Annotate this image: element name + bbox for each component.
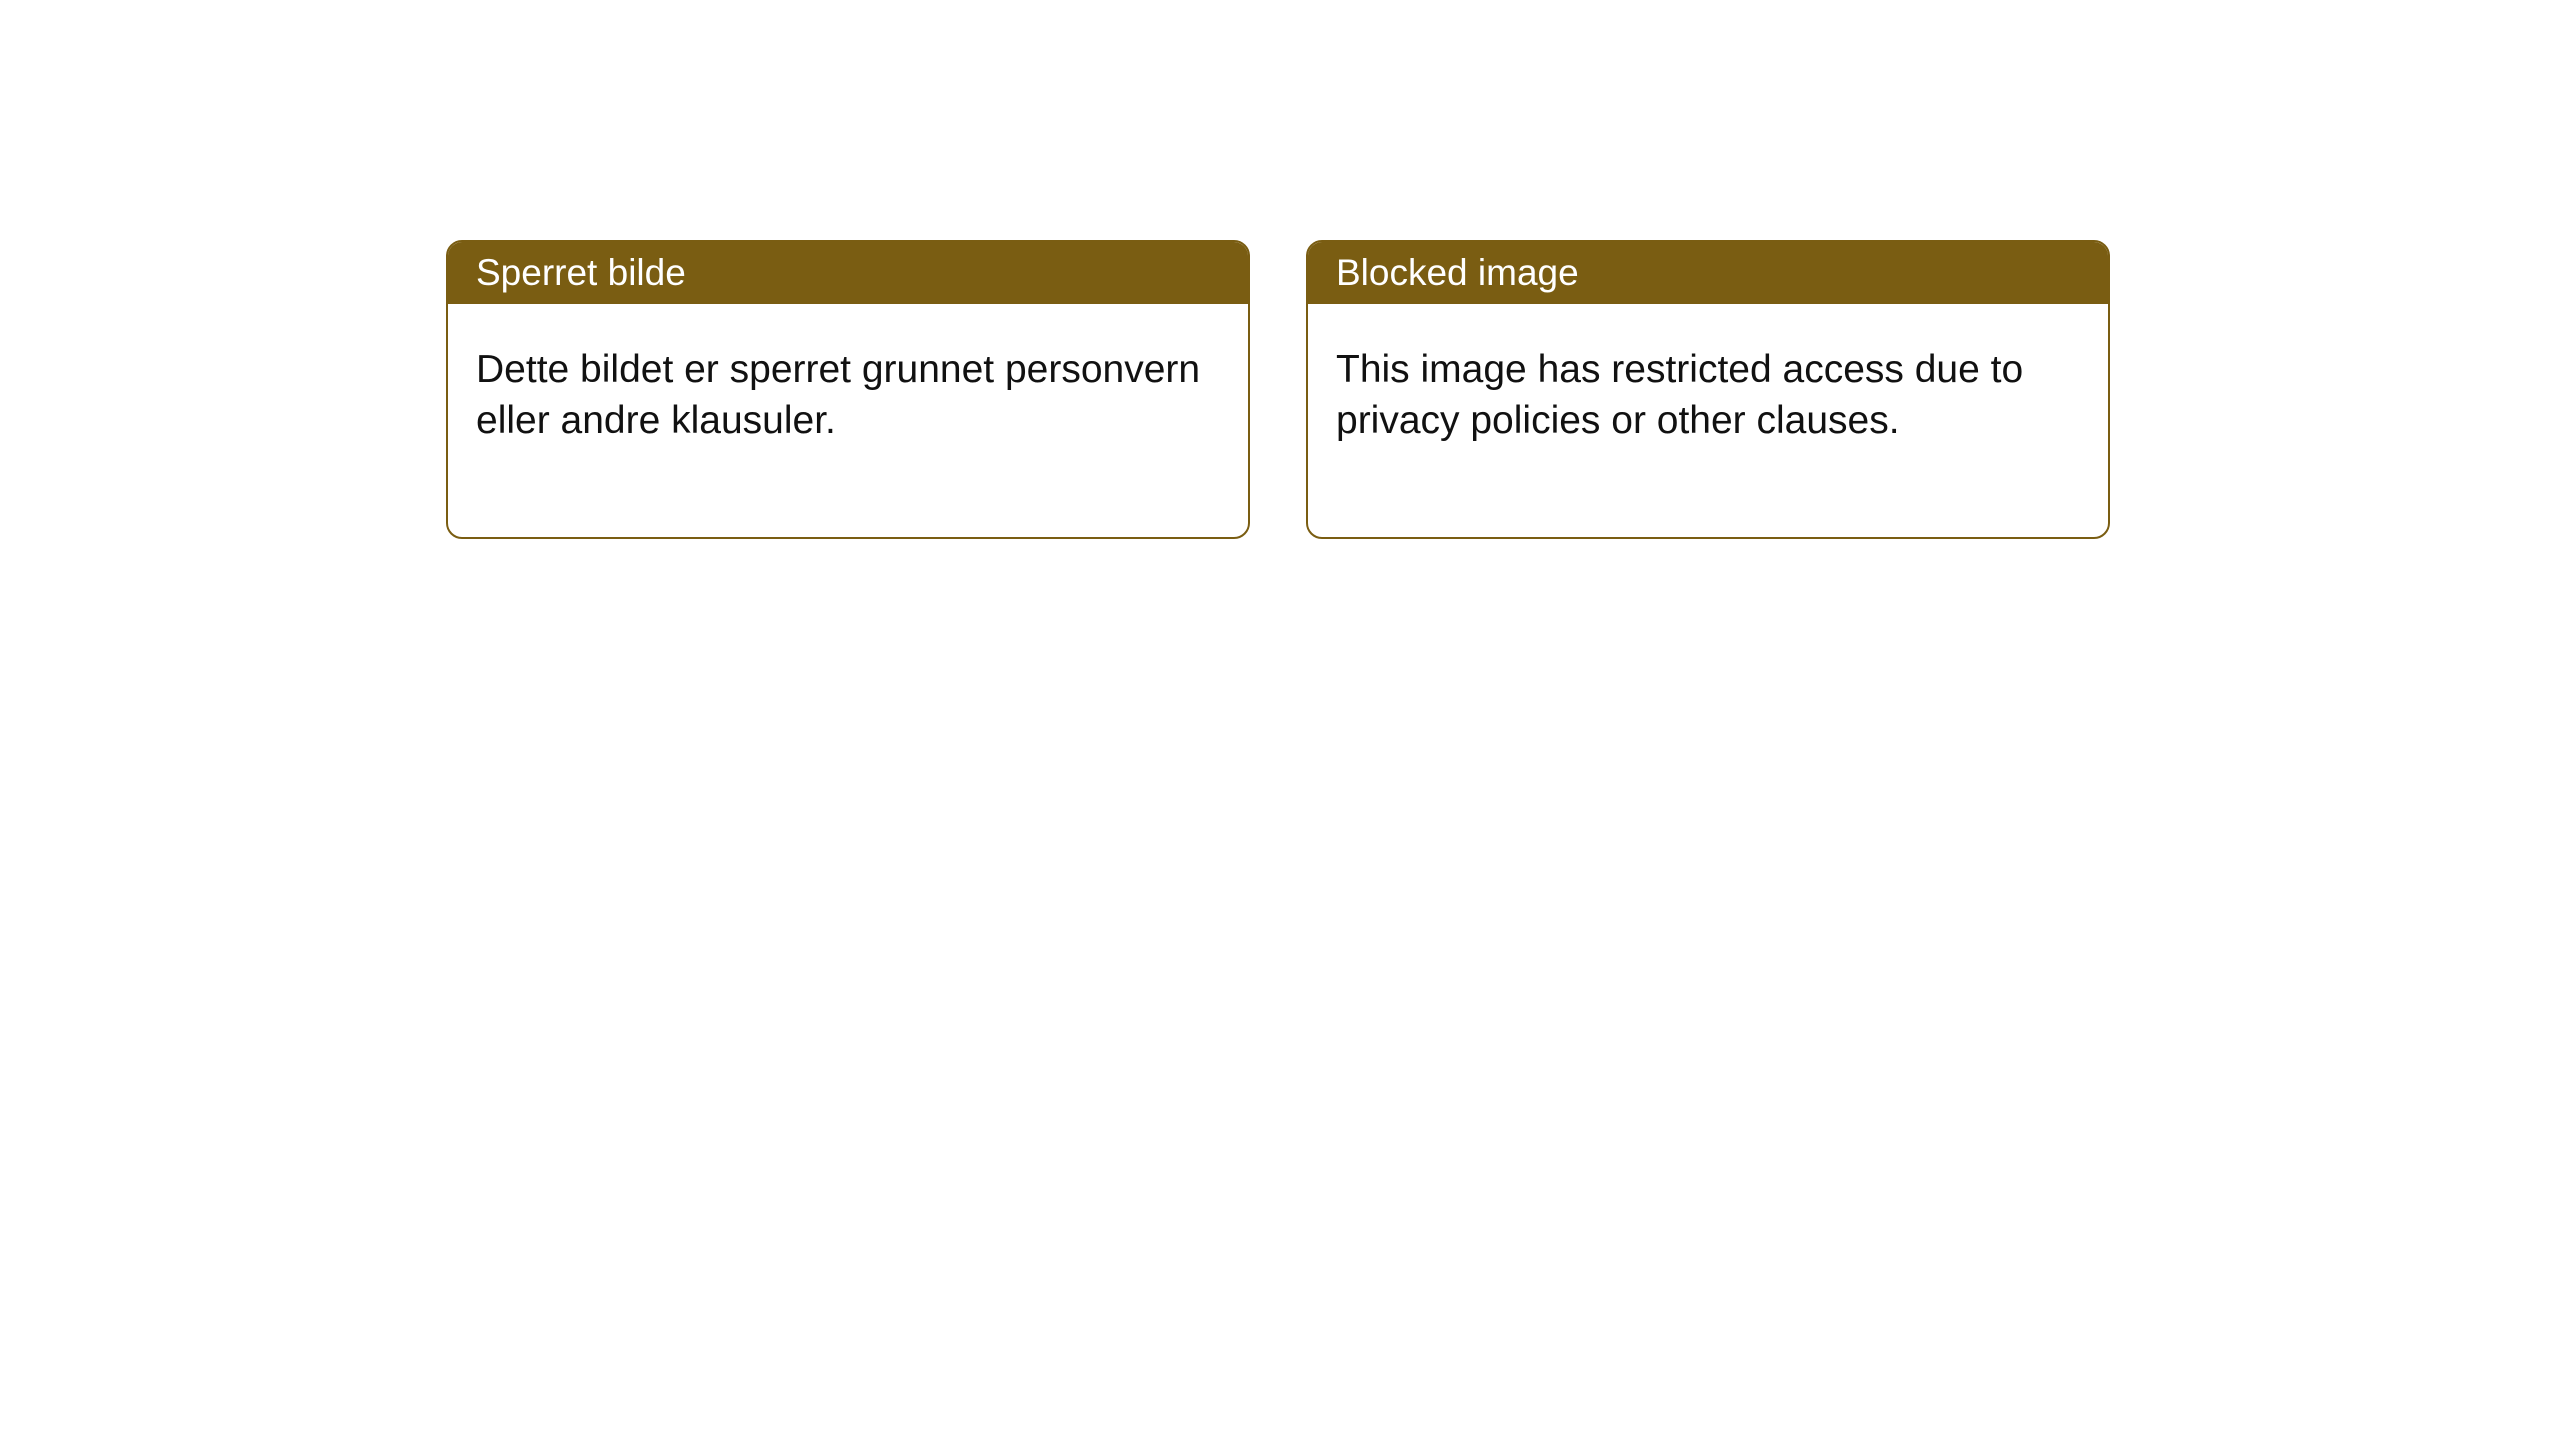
notice-cards-container: Sperret bilde Dette bildet er sperret gr… — [0, 0, 2560, 539]
notice-card-header: Sperret bilde — [448, 242, 1248, 304]
notice-card-norwegian: Sperret bilde Dette bildet er sperret gr… — [446, 240, 1250, 539]
notice-card-english: Blocked image This image has restricted … — [1306, 240, 2110, 539]
notice-card-body: This image has restricted access due to … — [1308, 304, 2108, 537]
notice-card-header: Blocked image — [1308, 242, 2108, 304]
notice-card-body: Dette bildet er sperret grunnet personve… — [448, 304, 1248, 537]
